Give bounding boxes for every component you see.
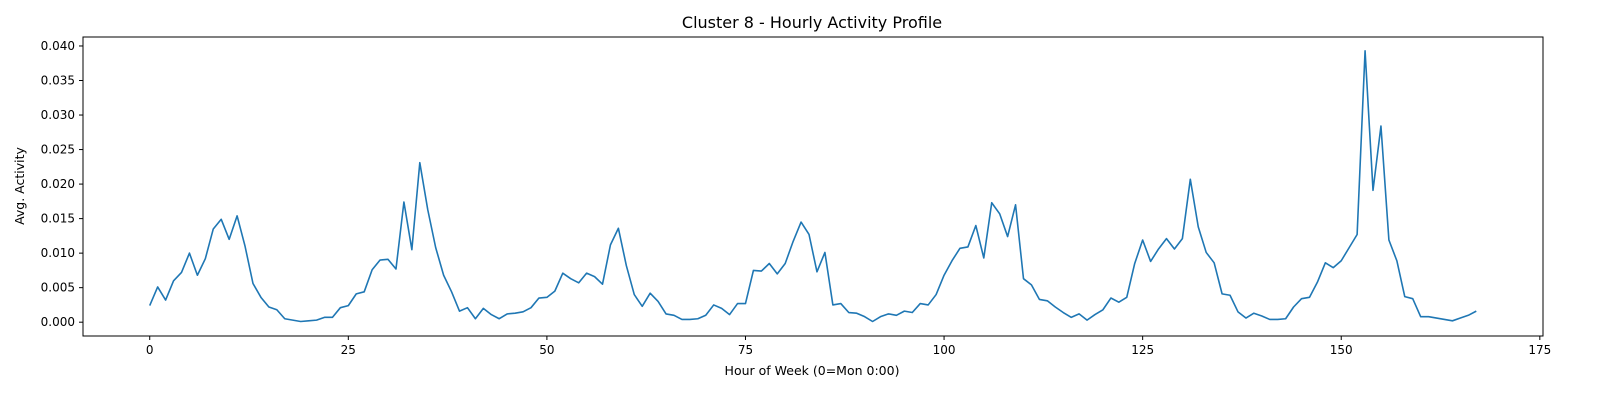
x-tick-label: 25 — [341, 343, 356, 357]
x-tick-label: 175 — [1528, 343, 1551, 357]
x-tick-label: 50 — [539, 343, 554, 357]
y-tick-label: 0.015 — [41, 212, 75, 226]
y-tick-label: 0.005 — [41, 281, 75, 295]
plot-area-frame — [82, 36, 1544, 337]
y-tick-label: 0.025 — [41, 143, 75, 157]
x-tick-label: 150 — [1330, 343, 1353, 357]
y-axis-label: Avg. Activity — [12, 146, 27, 224]
y-tick-label: 0.010 — [41, 246, 75, 260]
y-tick-label: 0.020 — [41, 177, 75, 191]
y-tick-label: 0.040 — [41, 39, 75, 53]
y-tick-label: 0.030 — [41, 108, 75, 122]
x-axis: 0 25 50 75 100 125 150 175 — [146, 336, 1551, 357]
chart-title: Cluster 8 - Hourly Activity Profile — [682, 13, 942, 32]
x-tick-label: 0 — [146, 343, 154, 357]
y-axis: 0.000 0.005 0.010 0.015 0.020 0.025 0.030 0.035… — [41, 39, 83, 329]
x-tick-label: 125 — [1131, 343, 1154, 357]
activity-series-line — [148, 50, 1477, 323]
x-tick-label: 100 — [933, 343, 956, 357]
x-tick-label: 75 — [738, 343, 753, 357]
y-tick-label: 0.035 — [41, 74, 75, 88]
x-axis-label: Hour of Week (0=Mon 0:00) — [725, 363, 900, 378]
y-tick-label: 0.000 — [41, 315, 75, 329]
